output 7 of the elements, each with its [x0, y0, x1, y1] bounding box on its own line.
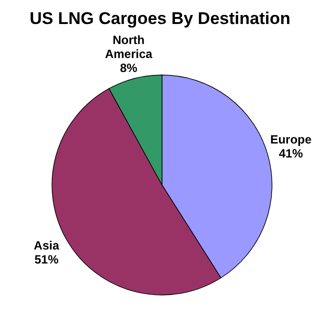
- chart-title: US LNG Cargoes By Destination: [30, 9, 290, 28]
- data-label: 41%: [278, 146, 304, 161]
- data-label: 51%: [34, 252, 59, 266]
- slice-label: North America: [104, 33, 153, 62]
- slice-label: Asia: [34, 238, 60, 252]
- slice-label: Europe: [270, 132, 312, 147]
- data-label: 8%: [120, 61, 138, 76]
